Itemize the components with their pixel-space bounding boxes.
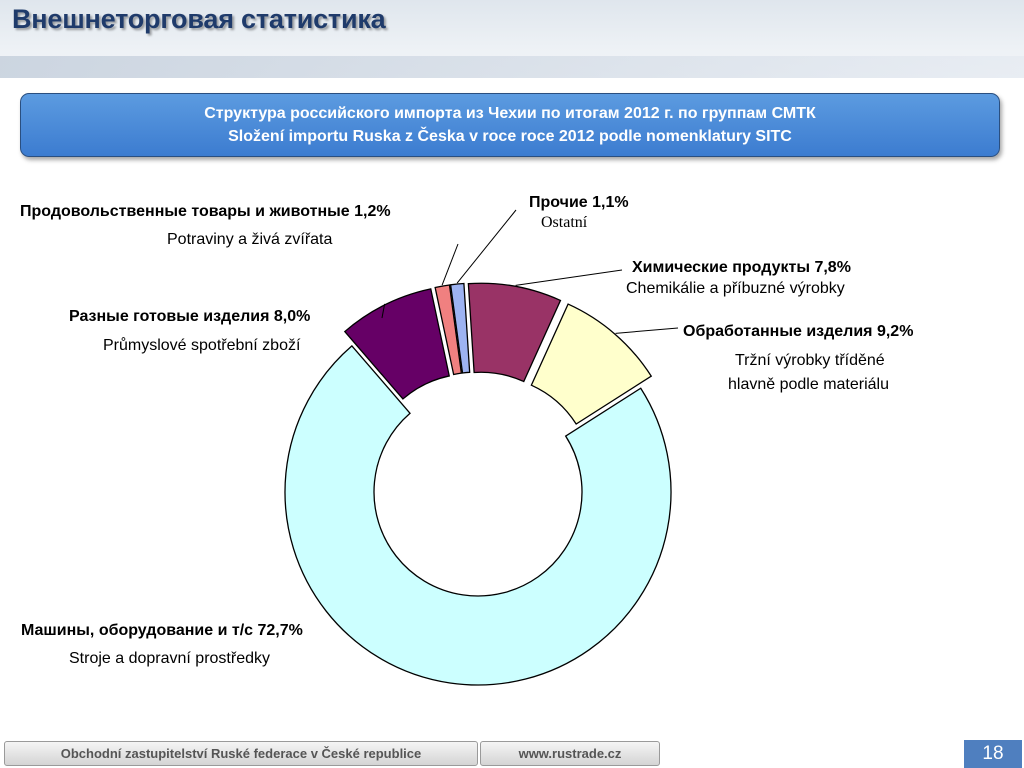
leader-other: [456, 209, 517, 284]
label-other-ru: Прочие 1,1%: [529, 194, 629, 211]
banner-line-cz: Složení importu Ruska z Česka v roce roc…: [228, 128, 792, 145]
slice-manufactured: [530, 303, 653, 425]
slice-chemicals: [467, 282, 562, 383]
leader-food: [441, 243, 459, 286]
leader-manufactured: [615, 327, 679, 334]
label-food-cz: Potraviny a živá zvířata: [167, 231, 333, 248]
slice-other: [449, 282, 471, 374]
label-machinery-cz: Stroje a dopravní prostředky: [69, 650, 270, 667]
label-chem-ru: Химические продукты 7,8%: [632, 259, 851, 276]
slice-machinery: [284, 344, 672, 686]
footer-org: Obchodní zastupitelství Ruské federace v…: [4, 741, 478, 766]
label-misc-cz: Průmyslové spotřební zboží: [103, 337, 301, 354]
slice-food: [434, 284, 463, 376]
leader-chemicals: [515, 269, 623, 286]
footer-url-link[interactable]: www.rustrade.cz: [480, 741, 660, 766]
page-number: 18: [964, 740, 1022, 768]
slide-title: Внешнеторговая статистика: [12, 4, 386, 34]
label-food-ru: Продовольственные товары и животные 1,2%: [20, 203, 391, 220]
chart-banner: Структура российского импорта из Чехии п…: [20, 93, 1000, 157]
label-chem-cz: Chemikálie a příbuzné výrobky: [626, 280, 845, 297]
label-machinery-ru: Машины, оборудование и т/с 72,7%: [21, 622, 303, 639]
label-manuf-ru: Обработанные изделия 9,2%: [683, 323, 914, 340]
label-other-cz: Ostatní: [541, 214, 588, 231]
header-band: [0, 0, 1024, 78]
slice-misc-manufactured: [343, 288, 451, 400]
label-manuf-cz-2: hlavně podle materiálu: [728, 376, 889, 393]
label-misc-ru: Разные готовые изделия 8,0%: [69, 308, 311, 325]
leader-misc-manufactured: [381, 303, 386, 319]
banner-line-ru: Структура российского импорта из Чехии п…: [204, 105, 816, 122]
label-manuf-cz-1: Tržní výrobky tříděné: [735, 352, 885, 369]
